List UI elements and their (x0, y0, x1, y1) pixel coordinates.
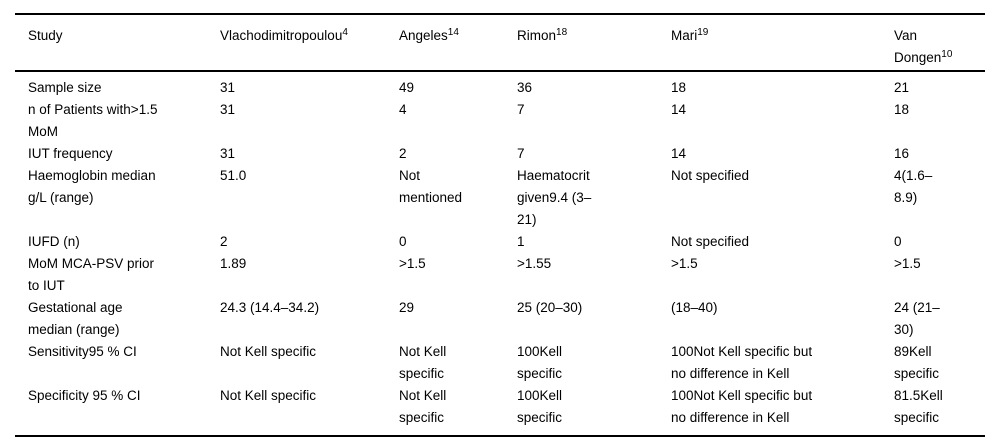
citation-superscript: 14 (447, 27, 459, 38)
row-label: MoM MCA-PSV prior to IUT (28, 256, 155, 293)
row-label: Sample size (28, 80, 102, 95)
table-cell: 24 (21– 30) (894, 300, 940, 337)
column-header-label: Mari (671, 28, 698, 43)
table-cell: >1.5 (399, 256, 426, 271)
table-cell: 18 (894, 102, 910, 117)
table-cell: Not mentioned (399, 168, 463, 205)
table-row: n of Patients with>1.5 MoM 31 4 7 14 18 (15, 99, 985, 143)
column-header-2: Angeles14 (386, 14, 504, 72)
table-cell: Not Kell specific (220, 388, 317, 403)
table-cell: >1.55 (517, 256, 552, 271)
table-cell: 2 (399, 146, 407, 161)
column-header-label: Rimon (517, 28, 557, 43)
table-cell: 0 (399, 234, 407, 249)
study-comparison-table: Study Vlachodimitropoulou4 Angeles14 Rimon1… (15, 13, 985, 437)
table-row: MoM MCA-PSV prior to IUT 1.89 >1.5 >1.55 >1.… (15, 253, 985, 297)
table-cell: 7 (517, 146, 525, 161)
table-row: Specificity 95 % CI Not Kell specific Not … (15, 385, 985, 436)
paper-table-region: Study Vlachodimitropoulou4 Angeles14 Rimon1… (15, 13, 985, 437)
table-cell: Not Kell specific (220, 344, 317, 359)
table-cell: 1 (517, 234, 525, 249)
table-cell: 25 (20–30) (517, 300, 583, 315)
table-cell: 31 (220, 80, 236, 95)
table-cell: 4(1.6– 8.9) (894, 168, 933, 205)
column-header-label: Study (28, 28, 63, 43)
table-cell: 14 (671, 102, 687, 117)
table-cell: 49 (399, 80, 415, 95)
table-cell: 31 (220, 146, 236, 161)
table-cell: 89Kell specific (894, 344, 940, 381)
table-cell: 16 (894, 146, 910, 161)
column-header-label: Vlachodimitropoulou (220, 28, 343, 43)
row-label: Specificity 95 % CI (28, 388, 141, 403)
column-header-5: Van Dongen10 (881, 14, 985, 72)
table-cell: Not Kell specific (399, 388, 447, 425)
column-header-3: Rimon18 (504, 14, 658, 72)
table-cell: 14 (671, 146, 687, 161)
column-header-label: Angeles (399, 28, 448, 43)
table-cell: 24.3 (14.4–34.2) (220, 300, 320, 315)
table-cell: 1.89 (220, 256, 247, 271)
table-cell: 51.0 (220, 168, 247, 183)
column-header-1: Vlachodimitropoulou4 (207, 14, 386, 72)
table-cell: Not Kell specific (399, 344, 447, 381)
table-cell: 2 (220, 234, 228, 249)
column-header-4: Mari19 (658, 14, 881, 72)
table-cell: >1.5 (671, 256, 698, 271)
table-cell: 100Kell specific (517, 388, 563, 425)
table-cell: Haematocrit given9.4 (3– 21) (517, 168, 592, 227)
table-cell: 4 (399, 102, 407, 117)
table-cell: 0 (894, 234, 902, 249)
table-cell: 29 (399, 300, 415, 315)
table-cell: 100Kell specific (517, 344, 563, 381)
table-cell: >1.5 (894, 256, 921, 271)
citation-superscript: 10 (941, 49, 953, 60)
citation-superscript: 18 (556, 27, 568, 38)
row-label: IUT frequency (28, 146, 113, 161)
table-row: IUT frequency 31 2 7 14 16 (15, 143, 985, 165)
table-header: Study Vlachodimitropoulou4 Angeles14 Rimon1… (15, 14, 985, 72)
table-cell: 81.5Kell specific (894, 388, 943, 425)
table-cell: 36 (517, 80, 533, 95)
table-row: Sample size 31 49 36 18 21 (15, 71, 985, 99)
column-header-0: Study (15, 14, 207, 72)
header-row: Study Vlachodimitropoulou4 Angeles14 Rimon1… (15, 14, 985, 72)
row-label: n of Patients with>1.5 MoM (28, 102, 158, 139)
table-cell: 100Not Kell specific but no difference i… (671, 388, 813, 425)
row-label: Gestational age median (range) (28, 300, 123, 337)
table-cell: Not specified (671, 168, 750, 183)
table-cell: 21 (894, 80, 910, 95)
table-cell: 7 (517, 102, 525, 117)
table-cell: 18 (671, 80, 687, 95)
table-row: Haemoglobin median g/L (range) 51.0 Not me… (15, 165, 985, 231)
table-body: Sample size 31 49 36 18 21 n of Patients with>… (15, 71, 985, 436)
row-label: Sensitivity95 % CI (28, 344, 137, 359)
citation-superscript: 19 (697, 27, 709, 38)
table-cell: (18–40) (671, 300, 718, 315)
row-label: IUFD (n) (28, 234, 80, 249)
table-cell: 31 (220, 102, 236, 117)
table-cell: Not specified (671, 234, 750, 249)
citation-superscript: 4 (342, 27, 348, 38)
column-header-label: Van Dongen (894, 28, 942, 65)
table-row: Sensitivity95 % CI Not Kell specific Not K… (15, 341, 985, 385)
table-cell: 100Not Kell specific but no difference i… (671, 344, 813, 381)
row-label: Haemoglobin median g/L (range) (28, 168, 156, 205)
table-row: Gestational age median (range) 24.3 (14.4… (15, 297, 985, 341)
table-row: IUFD (n) 2 0 1 Not specified 0 (15, 231, 985, 253)
